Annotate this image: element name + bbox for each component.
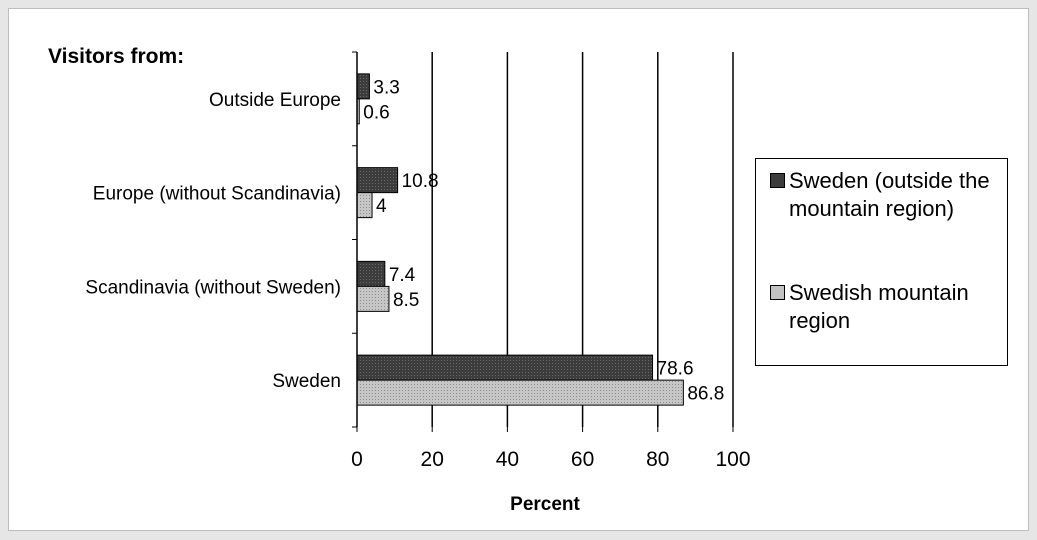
x-axis-label: Percent: [510, 494, 580, 515]
x-tick-label: 60: [571, 448, 594, 471]
x-tick-label: 40: [496, 448, 519, 471]
bar: [356, 260, 386, 287]
bar: [356, 285, 390, 312]
category-label: Scandinavia (without Sweden): [85, 277, 341, 298]
bar: [356, 379, 684, 406]
x-tick-label: 0: [351, 448, 363, 471]
x-tick-label: 20: [421, 448, 444, 471]
data-label: 3.3: [373, 77, 399, 98]
legend-label: Swedish mountain region: [789, 280, 969, 333]
data-label: 10.8: [402, 171, 439, 192]
category-label: Sweden: [272, 371, 341, 392]
data-label: 78.6: [657, 359, 694, 380]
bar: [356, 192, 373, 219]
legend-item-sweden-outside: Sweden (outside the mountain region): [770, 167, 1009, 223]
chart-title: Visitors from:: [48, 45, 184, 68]
legend-swatch-light: [770, 285, 785, 300]
legend-label: Sweden (outside the mountain region): [789, 168, 990, 221]
category-label: Outside Europe: [209, 90, 341, 111]
bar: [356, 167, 399, 194]
data-label: 0.6: [363, 102, 389, 123]
x-tick-label: 80: [646, 448, 669, 471]
legend-swatch-dark: [770, 173, 785, 188]
bar: [356, 73, 370, 100]
x-tick-label: 100: [715, 448, 750, 471]
category-label: Europe (without Scandinavia): [93, 184, 341, 205]
legend: Sweden (outside the mountain region) Swe…: [755, 158, 1008, 366]
data-label: 8.5: [393, 290, 419, 311]
legend-item-swedish-mountain: Swedish mountain region: [770, 279, 1009, 335]
data-label: 4: [376, 196, 387, 217]
bar: [356, 354, 654, 381]
data-label: 86.8: [687, 384, 724, 405]
data-label: 7.4: [389, 265, 416, 286]
